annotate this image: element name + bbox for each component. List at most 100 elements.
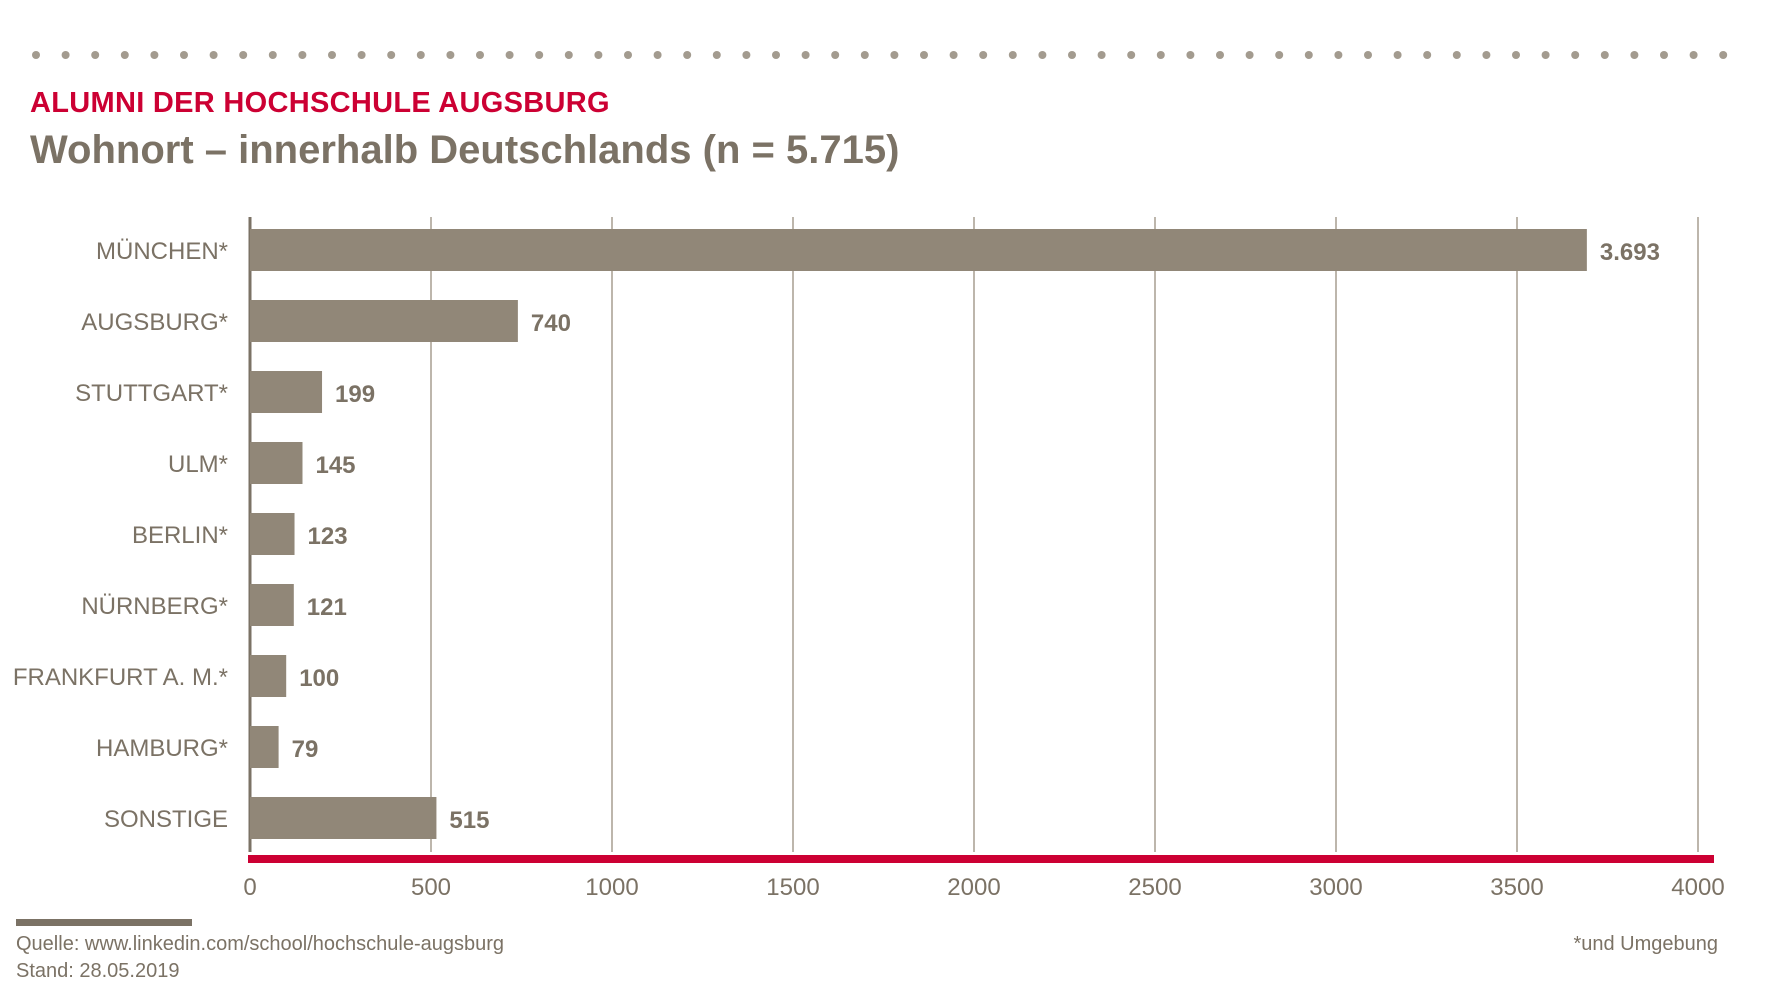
divider-dot	[1393, 51, 1402, 59]
divider-dot	[239, 51, 248, 59]
divider-dot	[1364, 51, 1372, 59]
divider-dot	[1245, 51, 1254, 59]
bar	[250, 655, 287, 697]
value-label: 740	[531, 310, 571, 337]
divider-dot	[1571, 51, 1580, 59]
x-tick-label: 3500	[1490, 874, 1543, 901]
source-divider	[16, 919, 192, 926]
chart-title: Wohnort – innerhalb Deutschlands (n = 5.…	[30, 128, 900, 172]
category-label: NÜRNBERG*	[81, 593, 228, 620]
divider-dot	[1482, 51, 1491, 59]
divider-dot	[1127, 51, 1136, 59]
divider-dot	[1186, 51, 1195, 59]
divider-dot	[1719, 51, 1728, 59]
divider-dot	[564, 51, 573, 59]
category-label: MÜNCHEN*	[96, 238, 228, 265]
divider-dot	[476, 51, 484, 59]
bar	[250, 726, 279, 768]
x-tick-label: 1500	[766, 874, 819, 901]
divider-dot	[653, 51, 662, 59]
divider-dot	[180, 51, 188, 59]
divider-dot	[1600, 51, 1609, 59]
x-tick-label: 2000	[947, 874, 1000, 901]
divider-dot	[32, 51, 40, 59]
divider-dot	[416, 51, 425, 59]
value-label: 79	[292, 736, 319, 763]
source-note: Quelle: www.linkedin.com/school/hochschu…	[16, 933, 505, 955]
divider-dot	[209, 51, 218, 59]
bar	[250, 797, 437, 839]
divider-dot	[920, 51, 928, 59]
x-tick-label: 0	[243, 874, 256, 901]
value-label: 123	[308, 523, 348, 550]
x-tick-label: 500	[411, 874, 451, 901]
divider-dot	[1156, 51, 1165, 59]
x-axis-baseline	[248, 855, 1714, 863]
divider-dot	[979, 51, 988, 59]
divider-dot	[328, 51, 336, 59]
divider-dot	[712, 51, 721, 59]
divider-dot	[446, 51, 455, 59]
divider-dot	[298, 51, 307, 59]
divider-dot	[1452, 51, 1461, 59]
divider-dot	[1334, 51, 1343, 59]
value-label: 100	[299, 665, 339, 692]
value-label: 121	[307, 594, 347, 621]
divider-dot	[860, 51, 869, 59]
divider-dot	[1097, 51, 1106, 59]
bar	[250, 584, 294, 626]
bar	[250, 300, 518, 342]
divider-dot	[772, 51, 780, 59]
divider-dot	[1541, 51, 1550, 59]
value-label: 515	[449, 807, 489, 834]
category-label: FRANKFURT A. M.*	[13, 664, 228, 691]
category-label: ULM*	[168, 451, 228, 478]
category-label: STUTTGART*	[75, 380, 228, 407]
chart-supertitle: ALUMNI DER HOCHSCHULE AUGSBURG	[30, 87, 610, 119]
divider-dot	[594, 51, 603, 59]
divider-dot	[1512, 51, 1520, 59]
category-label: SONSTIGE	[104, 806, 228, 833]
divider-dot	[357, 51, 366, 59]
footnote: *und Umgebung	[1573, 933, 1718, 955]
divider-dot	[61, 51, 70, 59]
bar	[250, 513, 295, 555]
category-label: HAMBURG*	[96, 735, 228, 762]
divider-dot	[1008, 51, 1017, 59]
divider-dot	[683, 51, 692, 59]
divider-dot	[949, 51, 958, 59]
divider-dot	[91, 51, 100, 59]
divider-dot	[1304, 51, 1313, 59]
divider-dot	[1423, 51, 1432, 59]
x-tick-label: 1000	[585, 874, 638, 901]
value-label: 199	[335, 381, 375, 408]
x-tick-label: 4000	[1671, 874, 1724, 901]
divider-dot	[505, 51, 514, 59]
divider-dot	[890, 51, 899, 59]
category-label: BERLIN*	[132, 522, 228, 549]
bar	[250, 442, 303, 484]
divider-dot	[742, 51, 751, 59]
divider-dot	[1689, 51, 1698, 59]
divider-dot	[1068, 51, 1076, 59]
category-label: AUGSBURG*	[81, 309, 228, 336]
divider-dot	[1630, 51, 1639, 59]
divider-dot	[150, 51, 159, 59]
divider-dot	[624, 51, 632, 59]
divider-dot	[1660, 51, 1668, 59]
divider-dot	[387, 51, 396, 59]
divider-dot	[1038, 51, 1047, 59]
bar	[250, 229, 1587, 271]
value-label: 145	[315, 452, 355, 479]
divider-dot	[1275, 51, 1284, 59]
divider-dot	[831, 51, 840, 59]
date-note: Stand: 28.05.2019	[16, 960, 180, 982]
divider-dot	[535, 51, 544, 59]
x-tick-label: 3000	[1309, 874, 1362, 901]
bar	[250, 371, 323, 413]
divider-dot	[1216, 51, 1224, 59]
x-tick-label: 2500	[1128, 874, 1181, 901]
divider-dot	[268, 51, 277, 59]
